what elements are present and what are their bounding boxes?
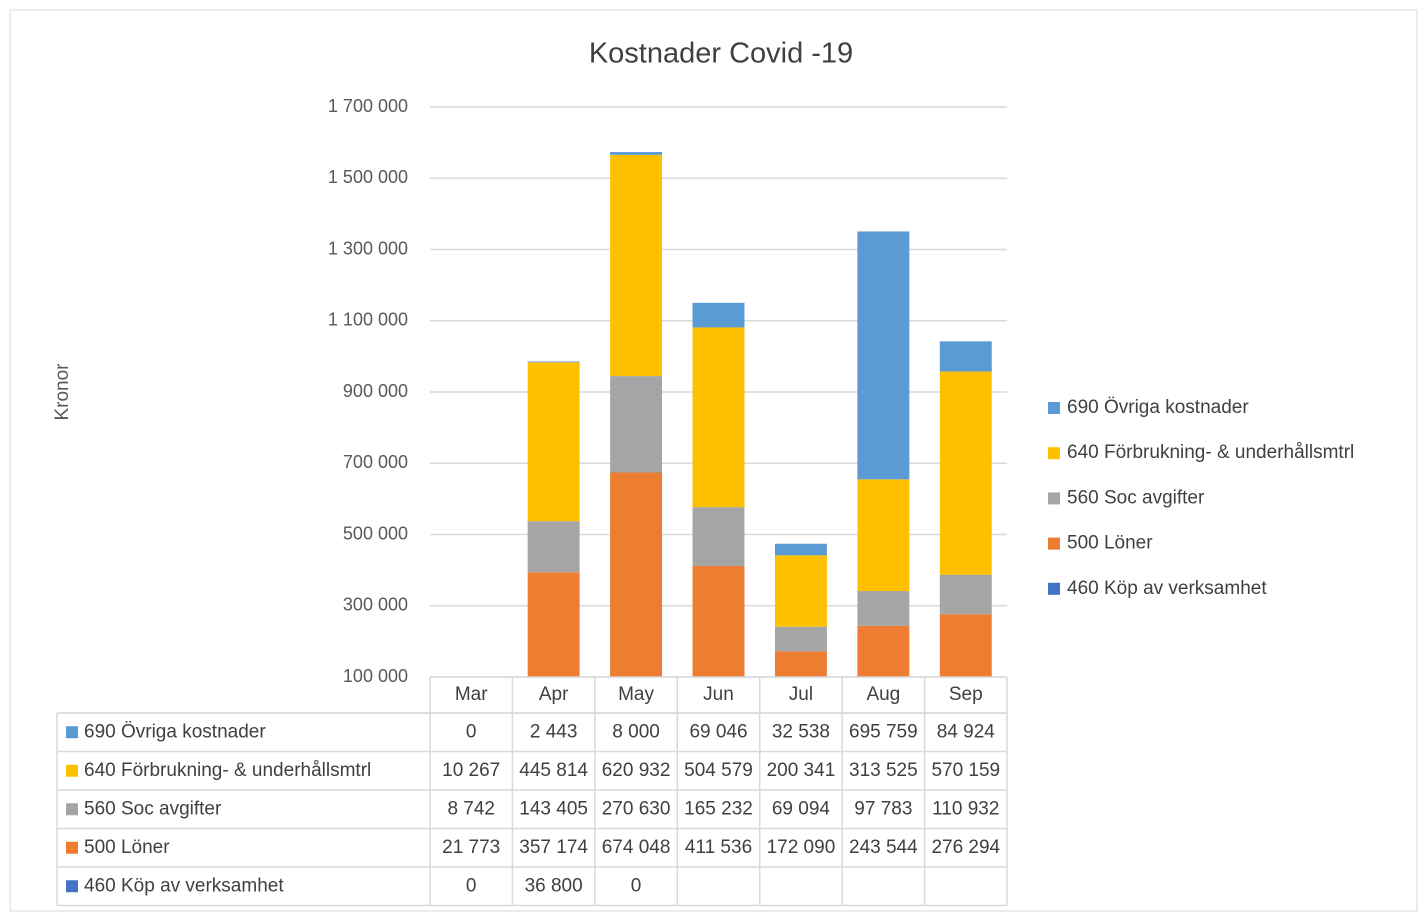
x-tick-label: Sep bbox=[949, 684, 983, 705]
table-cell: 357 174 bbox=[519, 837, 588, 858]
table-cell: 695 759 bbox=[849, 721, 918, 742]
y-tick-label: 1 100 000 bbox=[328, 310, 408, 330]
table-cell: 0 bbox=[631, 875, 642, 896]
table-row-label: 560 Soc avgifter bbox=[84, 798, 222, 819]
table-cell: 0 bbox=[466, 875, 477, 896]
table-cell: 97 783 bbox=[854, 798, 912, 819]
table-cell: 270 630 bbox=[602, 798, 671, 819]
bar-segment bbox=[610, 472, 663, 677]
bar-segment bbox=[857, 231, 910, 480]
table-cell: 69 094 bbox=[772, 798, 831, 819]
table-cell: 21 773 bbox=[442, 837, 500, 858]
table-cell: 32 538 bbox=[772, 721, 830, 742]
table-cell: 243 544 bbox=[849, 837, 918, 858]
y-tick-label: 1 700 000 bbox=[328, 96, 408, 116]
bar-segment bbox=[527, 521, 580, 573]
table-row-label: 500 Löner bbox=[84, 837, 170, 858]
y-tick-label: 300 000 bbox=[343, 595, 408, 615]
bar-segment bbox=[692, 327, 745, 508]
table-legend-key bbox=[66, 841, 78, 854]
table-cell: 2 443 bbox=[530, 721, 578, 742]
legend-label: 640 Förbrukning- & underhållsmtrl bbox=[1067, 442, 1354, 463]
bar-segment bbox=[774, 626, 827, 652]
bar-segment bbox=[692, 302, 745, 328]
bar-segment bbox=[610, 376, 663, 473]
y-axis-label: Kronor bbox=[52, 363, 73, 421]
chart-title: Kostnader Covid -19 bbox=[589, 38, 853, 70]
bar-segment bbox=[610, 152, 663, 155]
legend-key bbox=[1048, 492, 1060, 505]
table-legend-key bbox=[66, 764, 78, 777]
table-cell: 445 814 bbox=[519, 760, 588, 781]
table-cell: 570 159 bbox=[931, 760, 1000, 781]
x-tick-label: May bbox=[618, 684, 654, 705]
y-tick-label: 500 000 bbox=[343, 523, 408, 543]
table-cell: 276 294 bbox=[931, 837, 1000, 858]
table-cell: 620 932 bbox=[602, 760, 671, 781]
table-row-label: 690 Övriga kostnader bbox=[84, 721, 266, 742]
table-cell: 674 048 bbox=[602, 837, 671, 858]
bar-segment bbox=[939, 371, 992, 575]
table-cell: 8 742 bbox=[447, 798, 495, 819]
bar-segment bbox=[939, 341, 992, 372]
table-cell: 313 525 bbox=[849, 760, 918, 781]
bar-segment bbox=[527, 361, 580, 363]
x-tick-label: Apr bbox=[539, 684, 569, 705]
legend-key bbox=[1048, 447, 1060, 460]
x-tick-label: Mar bbox=[455, 684, 488, 705]
bar-segment bbox=[692, 507, 745, 567]
y-tick-label: 900 000 bbox=[343, 381, 408, 401]
bar-segment bbox=[857, 479, 910, 592]
legend-key bbox=[1048, 402, 1060, 414]
table-cell: 172 090 bbox=[767, 837, 836, 858]
table-cell: 200 341 bbox=[767, 760, 836, 781]
legend-key bbox=[1048, 537, 1060, 550]
plot-bars bbox=[445, 152, 992, 713]
table-legend-key bbox=[66, 726, 78, 739]
y-tick-label: 1 500 000 bbox=[328, 167, 408, 187]
table-cell: 69 046 bbox=[689, 721, 747, 742]
table-cell: 110 932 bbox=[932, 798, 999, 819]
table-legend-key bbox=[66, 803, 78, 816]
legend-label: 560 Soc avgifter bbox=[1067, 487, 1205, 508]
table-cell: 84 924 bbox=[937, 721, 996, 742]
legend-label: 690 Övriga kostnader bbox=[1067, 397, 1249, 418]
table-legend-key bbox=[66, 880, 78, 893]
bar-segment bbox=[857, 625, 910, 677]
bar-segment bbox=[939, 614, 992, 677]
legend-key bbox=[1048, 582, 1060, 595]
table-cell: 504 579 bbox=[684, 760, 753, 781]
y-tick-label: 100 000 bbox=[343, 666, 408, 686]
legend-label: 500 Löner bbox=[1067, 533, 1153, 554]
bar-segment bbox=[774, 555, 827, 627]
x-tick-label: Jun bbox=[703, 684, 734, 705]
bar-segment bbox=[939, 574, 992, 615]
bar-segment bbox=[774, 543, 827, 556]
y-tick-label: 700 000 bbox=[343, 452, 408, 472]
table-cell: 411 536 bbox=[685, 837, 752, 858]
y-tick-label: 1 300 000 bbox=[328, 238, 408, 258]
table-cell: 10 267 bbox=[442, 760, 500, 781]
table-cell: 8 000 bbox=[612, 721, 660, 742]
legend-label: 460 Köp av verksamhet bbox=[1067, 578, 1267, 599]
table-cell: 36 800 bbox=[525, 875, 583, 896]
table-cell: 0 bbox=[466, 721, 477, 742]
bar-segment bbox=[527, 572, 580, 677]
table-cell: 143 405 bbox=[519, 798, 588, 819]
bar-segment bbox=[445, 705, 497, 713]
x-tick-label: Aug bbox=[866, 684, 900, 705]
bar-segment bbox=[774, 651, 827, 677]
bar-segment bbox=[857, 591, 910, 626]
chart-border bbox=[9, 9, 1418, 912]
bar-segment bbox=[610, 154, 663, 377]
table-row-label: 460 Köp av verksamhet bbox=[84, 875, 284, 896]
bar-segment bbox=[527, 362, 580, 522]
bar-segment bbox=[692, 566, 745, 677]
table-cell: 165 232 bbox=[684, 798, 753, 819]
x-tick-label: Jul bbox=[789, 684, 813, 705]
table-row-label: 640 Förbrukning- & underhållsmtrl bbox=[84, 760, 371, 781]
